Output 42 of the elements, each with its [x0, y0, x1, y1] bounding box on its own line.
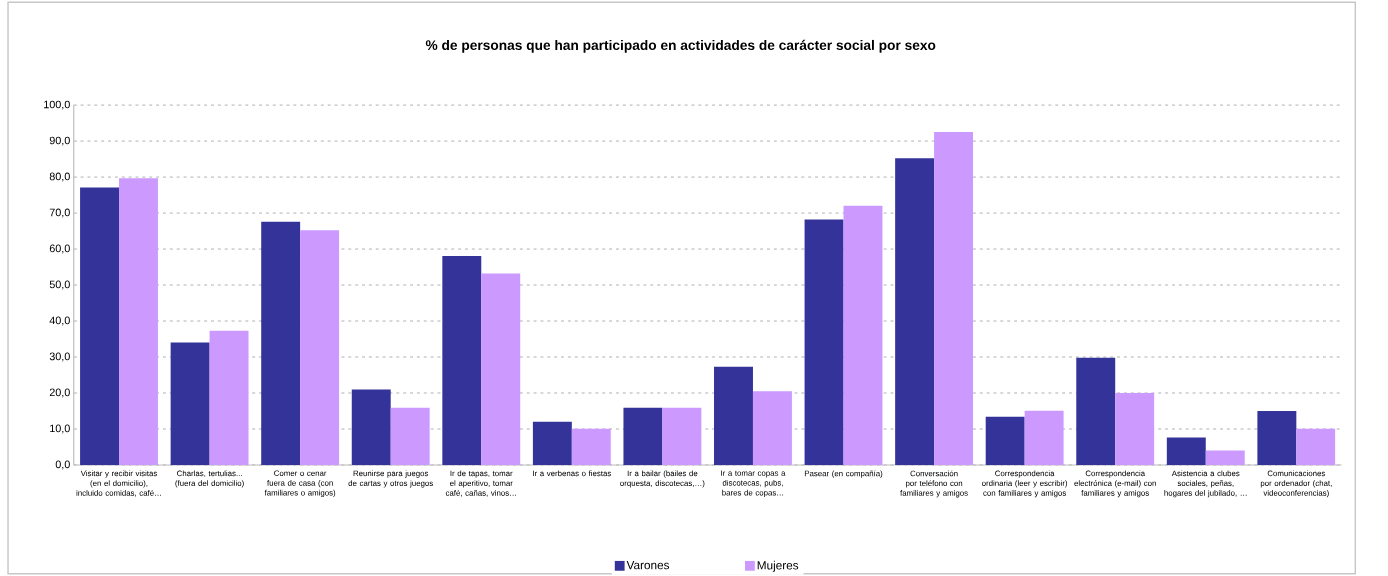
bar	[209, 330, 249, 465]
bar	[985, 416, 1025, 465]
y-tick-label: 0,0	[55, 460, 70, 470]
y-tick-label: 20,0	[49, 388, 70, 398]
bar	[804, 219, 844, 465]
bar	[752, 391, 792, 465]
bar	[1115, 393, 1155, 465]
bar	[934, 132, 974, 465]
bar	[895, 158, 935, 465]
bar	[442, 255, 482, 465]
bar	[1257, 411, 1297, 465]
y-tick-label: 30,0	[49, 352, 70, 362]
bar	[1076, 357, 1116, 465]
y-tick-label: 40,0	[49, 316, 70, 326]
bar	[843, 205, 883, 465]
bar	[300, 230, 340, 465]
y-tick-label: 70,0	[49, 208, 70, 218]
bar	[532, 421, 572, 465]
bar	[623, 407, 663, 465]
y-tick-label: 50,0	[49, 280, 70, 290]
bar	[714, 366, 753, 465]
y-tick-label: 90,0	[49, 136, 70, 146]
bar	[80, 187, 120, 465]
bar	[261, 221, 301, 465]
bar	[390, 407, 430, 465]
bar	[1024, 410, 1064, 465]
bar	[351, 389, 391, 465]
y-tick-label: 100,0	[44, 100, 70, 110]
bar	[1296, 428, 1336, 465]
bar	[662, 407, 702, 465]
y-tick-label: 10,0	[50, 424, 70, 434]
legend-label: Mujeres	[757, 560, 799, 572]
bar	[571, 428, 611, 465]
bar	[170, 342, 210, 465]
y-tick-label: 60,0	[49, 244, 70, 254]
bar	[1166, 437, 1206, 465]
legend-label: Varones	[626, 561, 670, 570]
bar	[481, 273, 521, 465]
bar	[119, 178, 158, 465]
bar	[1205, 450, 1245, 465]
chart-title: % de personas que han participado en actividades de carácter social por sexo	[425, 39, 936, 53]
y-tick-label: 80,0	[49, 172, 70, 182]
